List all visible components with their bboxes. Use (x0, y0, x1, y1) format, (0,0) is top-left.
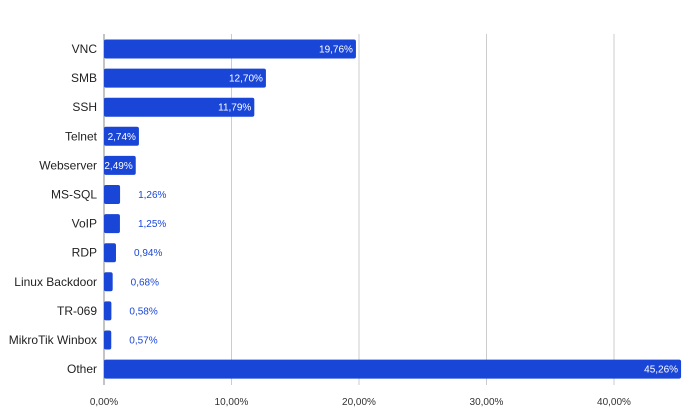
data-label: 0,94% (134, 248, 162, 259)
category-label: SMB (71, 71, 97, 85)
category-label: RDP (72, 246, 97, 260)
category-label: Telnet (65, 129, 98, 143)
data-label: 1,26% (138, 190, 166, 201)
data-label: 0,57% (129, 336, 157, 347)
x-tick-label: 0,00% (90, 397, 118, 408)
x-tick-label: 40,00% (597, 397, 631, 408)
bar (104, 214, 120, 234)
data-label: 0,68% (131, 277, 159, 288)
bar (104, 185, 121, 204)
category-labels: VNC SMB SSH Telnet Webserver MS-SQL VoIP RDP Lin… (9, 42, 98, 376)
value-labels: 19,76% 12,70% 11,79% 2,74% 2,49% 1,26% 1,25% 0,… (104, 45, 678, 376)
bar (104, 243, 116, 263)
data-label: 2,74% (108, 132, 136, 143)
category-label: MS-SQL (51, 188, 97, 202)
data-label: 2,49% (104, 161, 132, 172)
bar (104, 126, 139, 146)
data-label: 11,79% (218, 103, 251, 114)
data-label: 12,70% (229, 74, 263, 85)
bar (104, 155, 136, 175)
bar (104, 359, 682, 379)
category-label: MikroTik Winbox (9, 333, 97, 347)
category-label: Linux Backdoor (14, 275, 97, 289)
x-tick-label: 10,00% (215, 397, 249, 408)
category-label: Webserver (39, 158, 97, 172)
bar (104, 68, 266, 88)
category-label: TR-069 (57, 304, 97, 318)
bar (104, 39, 356, 59)
data-label: 1,25% (138, 219, 166, 230)
data-label: 19,76% (319, 45, 353, 56)
bar (104, 301, 112, 321)
category-label: Other (67, 362, 97, 376)
x-axis-ticks: 0,00% 10,00% 20,00% 30,00% 40,00% (90, 397, 631, 408)
bar (104, 97, 255, 117)
x-tick-label: 30,00% (470, 397, 504, 408)
category-label: VoIP (72, 217, 97, 231)
category-label: SSH (72, 100, 97, 114)
bar (104, 272, 113, 292)
x-tick-label: 20,00% (342, 397, 376, 408)
gridlines (103, 34, 615, 385)
bar (104, 330, 112, 350)
data-label: 45,26% (644, 365, 678, 376)
bars (104, 39, 682, 379)
data-label: 0,58% (129, 306, 157, 317)
category-label: VNC (72, 42, 98, 56)
